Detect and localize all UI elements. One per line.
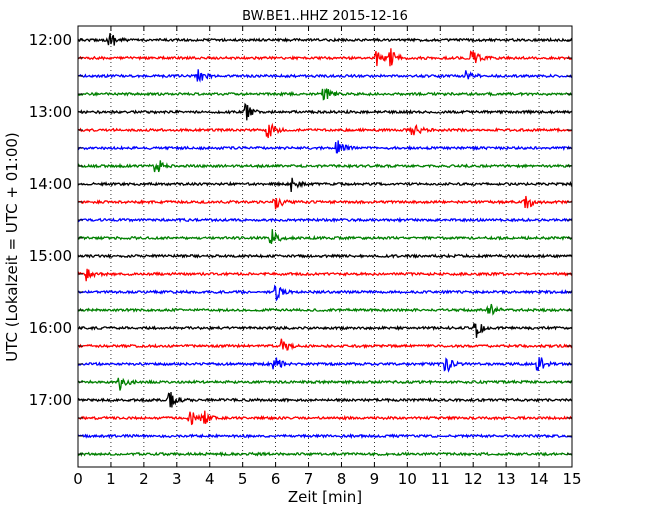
trace-1200 [77,32,573,46]
x-tick-label: 13 [497,470,516,488]
chart-title: BW.BE1..HHZ 2015-12-16 [242,9,408,24]
x-tick-label: 0 [73,470,83,488]
y-tick-label: 13:00 [29,103,72,121]
seismic-traces [77,32,573,458]
x-tick-label: 8 [337,470,347,488]
trace-1345 [77,160,573,173]
trace-1600 [77,323,573,338]
axis-ticks: 0 1 2 3 4 5 6 7 8 9 10 11 12 13 14 1512:0013:0014:0015:… [29,26,582,488]
x-tick-label: 14 [530,470,549,488]
trace-1500 [77,253,573,259]
trace-1715 [77,410,573,426]
x-tick-label: 15 [562,470,581,488]
trace-1300 [77,102,573,121]
trace-1315 [77,122,573,139]
trace-1700 [77,391,573,408]
x-tick-label: 7 [304,470,314,488]
x-tick-label: 12 [464,470,483,488]
trace-1430 [77,216,573,224]
y-tick-label: 15:00 [29,247,72,265]
trace-1545 [77,303,573,316]
trace-1415 [77,195,573,210]
plot-frame [77,25,573,468]
trace-1215 [77,48,573,67]
trace-1745 [77,451,573,458]
x-tick-label: 3 [172,470,182,488]
y-tick-label: 17:00 [29,391,72,409]
x-tick-label: 9 [370,470,380,488]
trace-1245 [77,88,572,101]
y-tick-label: 12:00 [29,31,72,49]
trace-1400 [77,177,573,192]
trace-1445 [77,229,573,245]
trace-1515 [77,268,573,282]
x-tick-label: 4 [205,470,215,488]
x-tick-label: 5 [238,470,248,488]
trace-1630 [77,357,573,373]
x-axis-label: Zeit [min] [288,488,362,506]
x-tick-label: 11 [431,470,450,488]
x-tick-label: 1 [106,470,116,488]
x-tick-label: 6 [271,470,281,488]
trace-1730 [77,433,573,440]
y-tick-label: 14:00 [29,175,72,193]
trace-1645 [77,377,573,391]
x-tick-label: 2 [139,470,149,488]
trace-1230 [77,69,573,83]
y-axis-label: UTC (Lokalzeit = UTC + 01:00) [3,132,21,362]
y-tick-label: 16:00 [29,319,72,337]
x-tick-label: 10 [398,470,417,488]
trace-1615 [77,338,573,351]
trace-1330 [77,140,573,154]
trace-1530 [77,284,573,302]
grid-lines [110,26,540,467]
